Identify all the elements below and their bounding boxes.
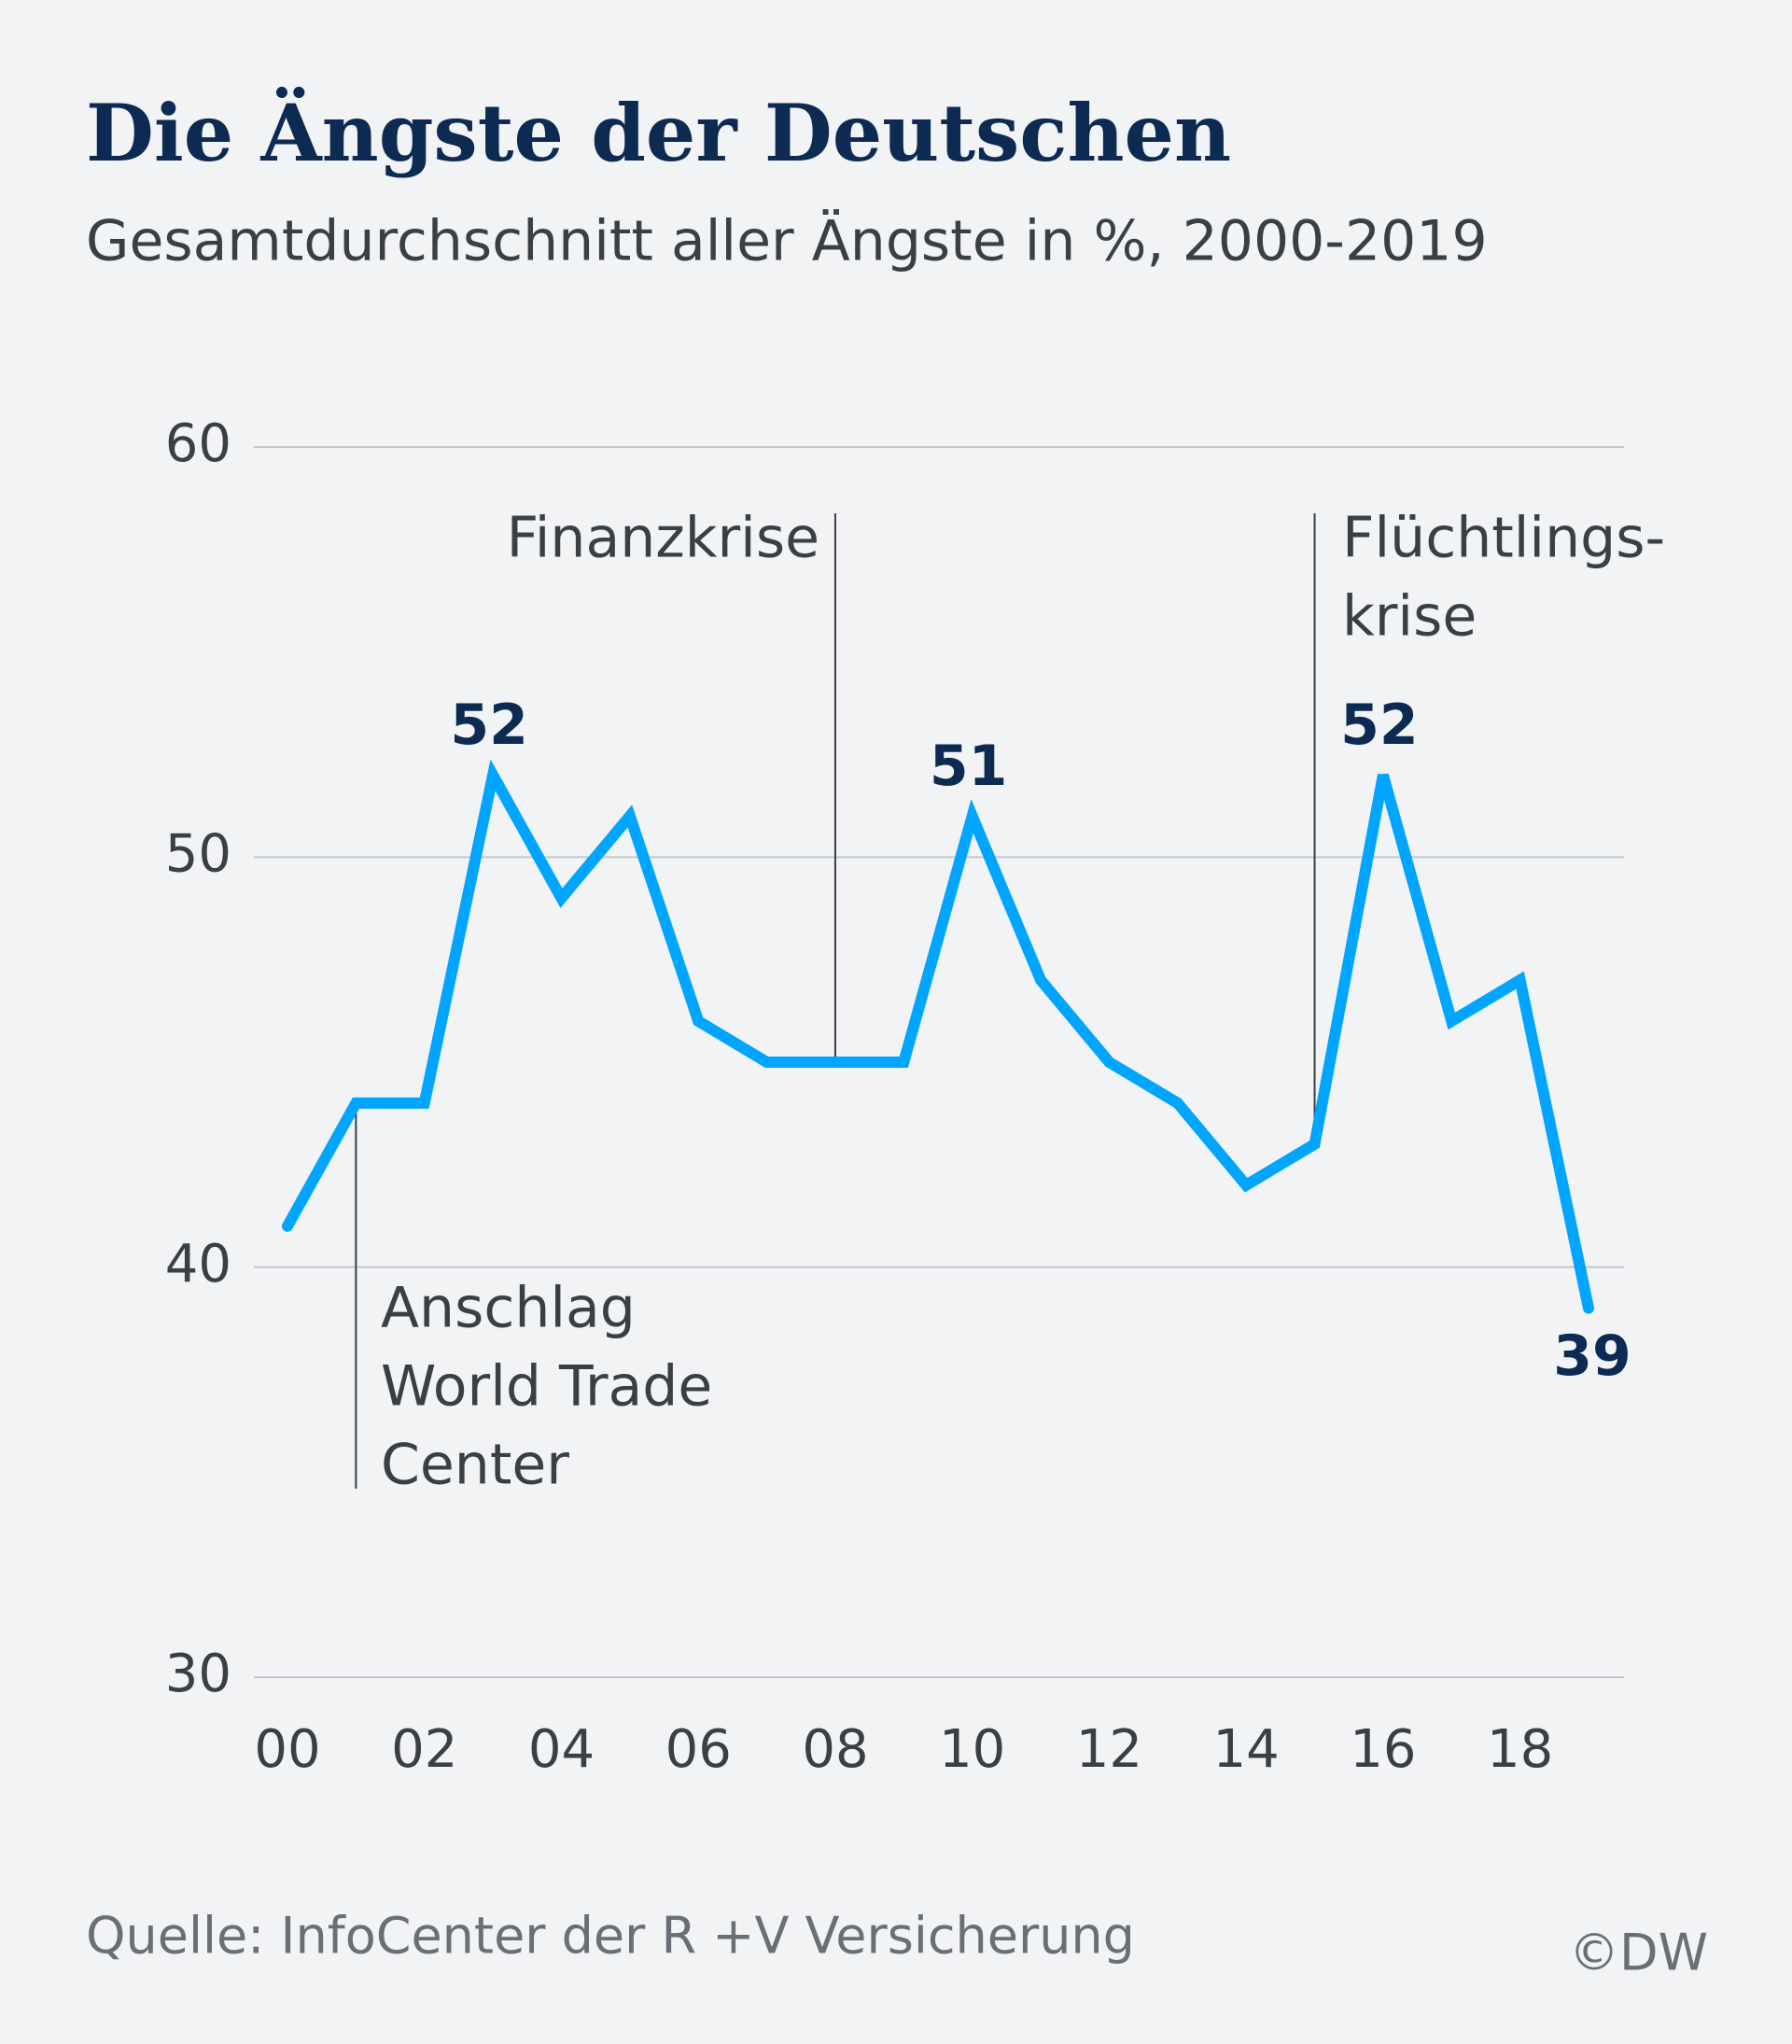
x-tick-label: 14 <box>1213 1719 1280 1780</box>
annotation: Center <box>381 1433 569 1498</box>
data-label: 52 <box>450 693 528 758</box>
x-tick-label: 08 <box>802 1719 868 1780</box>
x-tick-label: 00 <box>254 1719 320 1780</box>
data-label: 51 <box>930 734 1008 799</box>
line <box>282 759 1594 1314</box>
x-tick-label: 06 <box>665 1719 732 1780</box>
y-tick-label: 60 <box>165 413 231 474</box>
y-tick-label: 40 <box>165 1234 231 1295</box>
x-tick-label: 02 <box>391 1719 457 1780</box>
x-tick-label: 18 <box>1487 1719 1553 1780</box>
annotation: Finanzkrise <box>507 506 819 571</box>
annotation: krise <box>1342 584 1477 650</box>
chart-title: Die Ängste der Deutschen <box>86 86 1231 179</box>
x-tick-label: 10 <box>939 1719 1005 1780</box>
x-tick-label: 04 <box>528 1719 595 1780</box>
data-label: 39 <box>1553 1323 1631 1389</box>
annotation: World Trade <box>381 1354 712 1420</box>
data-label: 52 <box>1340 693 1419 758</box>
annotation: Flüchtlings- <box>1342 506 1665 571</box>
x-tick-label: 16 <box>1350 1719 1416 1780</box>
source: Quelle: InfoCenter der R +V Versicherung <box>86 1907 1135 1966</box>
credit: ©DW <box>1569 1924 1708 1982</box>
annotation: Anschlag <box>381 1276 636 1341</box>
chart-subtitle: Gesamtdurchschnitt aller Ängste in %, 20… <box>86 208 1488 274</box>
y-tick-label: 30 <box>165 1644 231 1704</box>
x-tick-label: 12 <box>1076 1719 1142 1780</box>
y-tick-label: 50 <box>165 823 231 884</box>
